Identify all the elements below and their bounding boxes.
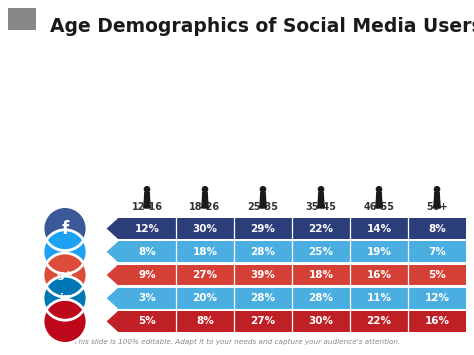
Circle shape — [434, 187, 440, 192]
Text: 35-45: 35-45 — [306, 202, 337, 212]
Circle shape — [43, 253, 87, 297]
FancyBboxPatch shape — [118, 241, 466, 262]
Text: 3%: 3% — [138, 293, 156, 303]
Text: 30%: 30% — [309, 316, 334, 326]
Polygon shape — [202, 193, 208, 201]
Polygon shape — [321, 201, 324, 208]
Text: 14%: 14% — [366, 224, 392, 234]
Text: 27%: 27% — [250, 316, 275, 326]
Polygon shape — [145, 193, 150, 201]
Text: 28%: 28% — [250, 247, 275, 257]
Text: 20%: 20% — [192, 293, 218, 303]
Polygon shape — [107, 311, 118, 332]
Text: Age Demographics of Social Media Users: Age Demographics of Social Media Users — [50, 17, 474, 36]
Polygon shape — [260, 193, 265, 201]
Text: 30%: 30% — [192, 224, 218, 234]
Text: g+: g+ — [56, 270, 73, 280]
Text: 8%: 8% — [196, 316, 214, 326]
Circle shape — [43, 276, 87, 320]
Text: 18%: 18% — [192, 247, 218, 257]
Polygon shape — [260, 201, 263, 208]
Polygon shape — [107, 241, 118, 262]
Polygon shape — [318, 201, 321, 208]
Text: 28%: 28% — [250, 293, 275, 303]
Polygon shape — [319, 193, 324, 201]
Text: 18-26: 18-26 — [190, 202, 220, 212]
Text: 19%: 19% — [366, 247, 392, 257]
Text: f: f — [61, 220, 69, 237]
Text: in: in — [59, 293, 71, 303]
Circle shape — [43, 299, 87, 343]
Circle shape — [376, 187, 382, 192]
FancyBboxPatch shape — [8, 8, 36, 30]
Text: 9%: 9% — [138, 270, 156, 280]
Text: 22%: 22% — [309, 224, 334, 234]
Polygon shape — [205, 201, 208, 208]
Polygon shape — [107, 288, 118, 308]
Text: 12%: 12% — [135, 224, 159, 234]
Polygon shape — [144, 201, 147, 208]
Text: 12%: 12% — [425, 293, 449, 303]
Polygon shape — [437, 201, 440, 208]
Text: 56+: 56+ — [426, 202, 448, 212]
Polygon shape — [376, 193, 382, 201]
Polygon shape — [263, 201, 266, 208]
Text: 16%: 16% — [425, 316, 449, 326]
Text: 29%: 29% — [251, 224, 275, 234]
Polygon shape — [202, 201, 205, 208]
Polygon shape — [376, 201, 379, 208]
Text: 11%: 11% — [366, 293, 392, 303]
Text: 22%: 22% — [366, 316, 392, 326]
Text: 12-16: 12-16 — [131, 202, 163, 212]
Circle shape — [319, 187, 324, 192]
Text: 8%: 8% — [138, 247, 156, 257]
Circle shape — [260, 187, 265, 192]
Polygon shape — [379, 201, 383, 208]
Text: 39%: 39% — [251, 270, 275, 280]
Text: 8%: 8% — [428, 224, 446, 234]
Text: 28%: 28% — [309, 293, 334, 303]
FancyBboxPatch shape — [118, 311, 466, 332]
Circle shape — [145, 187, 150, 192]
FancyBboxPatch shape — [118, 264, 466, 285]
Text: 5%: 5% — [428, 270, 446, 280]
Text: 25-35: 25-35 — [247, 202, 279, 212]
Polygon shape — [147, 201, 150, 208]
Text: 46-55: 46-55 — [364, 202, 394, 212]
Text: This slide is 100% editable. Adapt it to your needs and capture your audience's : This slide is 100% editable. Adapt it to… — [74, 339, 400, 345]
Text: 16%: 16% — [366, 270, 392, 280]
Text: 7%: 7% — [428, 247, 446, 257]
Circle shape — [43, 230, 87, 274]
Polygon shape — [434, 201, 437, 208]
Text: 5%: 5% — [138, 316, 156, 326]
FancyBboxPatch shape — [118, 218, 466, 239]
Polygon shape — [107, 264, 118, 285]
Circle shape — [202, 187, 208, 192]
Polygon shape — [434, 193, 440, 201]
FancyBboxPatch shape — [118, 288, 466, 308]
Text: 18%: 18% — [309, 270, 334, 280]
Text: 25%: 25% — [309, 247, 334, 257]
Circle shape — [43, 207, 87, 251]
Polygon shape — [107, 218, 118, 239]
Text: 27%: 27% — [192, 270, 218, 280]
